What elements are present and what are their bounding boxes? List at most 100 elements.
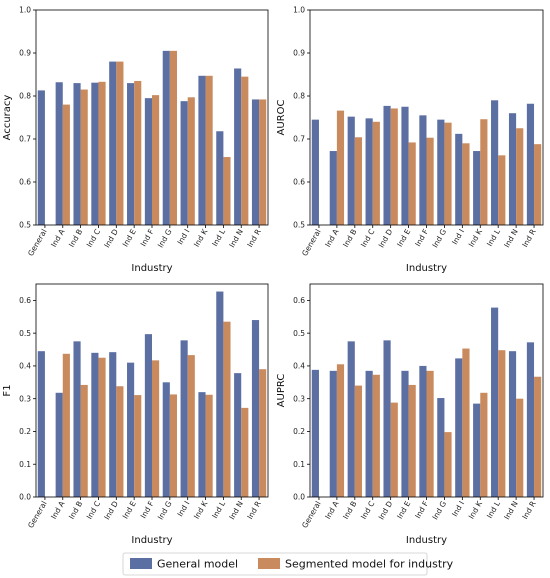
bar-f1-segmented-ind-n: [241, 407, 249, 497]
bar-auprc-general-general: [311, 369, 319, 497]
bar-auroc-segmented-ind-k: [480, 119, 488, 225]
bar-auroc-general-ind-f: [419, 115, 427, 225]
bar-f1-general-ind-r: [251, 320, 260, 497]
bar-auprc-general-ind-b: [347, 341, 355, 497]
x-axis-label-auprc: Industry: [406, 535, 447, 546]
bar-auroc-general-ind-l: [491, 100, 499, 225]
bar-accuracy-segmented-ind-b: [80, 89, 88, 225]
bar-accuracy-general-ind-g: [162, 50, 170, 225]
bar-accuracy-general-ind-a: [55, 82, 63, 226]
x-tick-label-auroc-ind-i: Ind I: [450, 228, 466, 247]
bar-auroc-segmented-ind-c: [372, 121, 380, 225]
bar-accuracy-segmented-ind-l: [223, 157, 231, 225]
bar-accuracy-general-ind-n: [234, 68, 242, 225]
bar-f1-general-ind-b: [73, 341, 81, 497]
y-tick-label-auroc-0-7: 0.7: [293, 135, 305, 144]
bar-auroc-segmented-ind-r: [534, 144, 542, 225]
bar-f1-general-ind-k: [198, 392, 206, 497]
legend-label-general: General model: [157, 558, 238, 571]
x-tick-label-accuracy-general: General: [26, 228, 49, 258]
y-tick-label-auprc-0-0: 0.0: [293, 493, 305, 502]
x-tick-label-auroc-ind-b: Ind B: [341, 228, 358, 249]
bar-f1-general-general: [37, 351, 45, 497]
bar-f1-segmented-ind-e: [134, 395, 142, 497]
bar-accuracy-general-ind-i: [180, 101, 188, 225]
bar-auprc-segmented-ind-n: [516, 398, 524, 497]
y-tick-label-auroc-0-5: 0.5: [293, 221, 305, 230]
y-axis-label-accuracy: Accuracy: [2, 95, 13, 141]
bar-auprc-segmented-ind-i: [462, 348, 470, 497]
bar-accuracy-segmented-ind-d: [116, 61, 124, 225]
y-tick-label-f1-0-2: 0.2: [19, 427, 31, 436]
y-tick-label-auprc-0-3: 0.3: [293, 394, 305, 403]
y-tick-label-f1-0-4: 0.4: [19, 362, 31, 371]
bar-auroc-segmented-ind-l: [498, 155, 506, 225]
bar-f1-segmented-ind-k: [205, 394, 213, 497]
legend-swatch-segmented: [258, 558, 280, 569]
x-tick-label-auroc-ind-d: Ind D: [377, 227, 395, 249]
bar-auprc-general-ind-a: [329, 370, 337, 497]
x-tick-label-auprc-ind-l: Ind L: [485, 499, 502, 520]
y-tick-label-f1-0-5: 0.5: [19, 329, 31, 338]
bar-auroc-general-ind-g: [437, 119, 445, 225]
bar-auprc-general-ind-e: [401, 370, 409, 497]
x-tick-label-accuracy-ind-a: Ind A: [49, 227, 67, 249]
legend-label-segmented: Segmented model for industry: [285, 558, 454, 571]
bar-auprc-segmented-ind-f: [426, 370, 434, 497]
bar-auprc-segmented-ind-d: [390, 402, 398, 497]
bar-f1-general-ind-e: [127, 362, 135, 497]
bar-auroc-segmented-ind-f: [426, 137, 434, 225]
bar-f1-segmented-ind-f: [152, 360, 160, 497]
bar-f1-general-ind-i: [180, 340, 188, 497]
bar-accuracy-general-ind-f: [144, 98, 152, 225]
x-tick-label-accuracy-ind-k: Ind K: [192, 227, 210, 249]
y-tick-label-auroc-1-0: 1.0: [293, 6, 305, 15]
x-tick-label-auprc-ind-f: Ind F: [413, 500, 430, 520]
y-tick-label-accuracy-0-9: 0.9: [19, 49, 31, 58]
y-tick-label-accuracy-0-7: 0.7: [19, 135, 31, 144]
x-tick-label-auroc-ind-e: Ind E: [395, 227, 412, 248]
y-tick-label-accuracy-1-0: 1.0: [19, 6, 31, 15]
x-tick-label-auprc-ind-r: Ind R: [520, 500, 537, 521]
bar-auprc-general-ind-r: [526, 342, 535, 497]
x-tick-label-auroc-ind-k: Ind K: [467, 227, 485, 249]
legend-swatch-general: [130, 558, 152, 569]
x-tick-label-accuracy-ind-i: Ind I: [175, 228, 191, 247]
y-tick-label-auprc-0-2: 0.2: [293, 427, 305, 436]
x-tick-label-accuracy-ind-b: Ind B: [67, 228, 84, 249]
bar-auprc-segmented-ind-a: [336, 364, 345, 497]
y-tick-label-f1-0-1: 0.1: [19, 460, 31, 469]
bar-auroc-segmented-ind-e: [408, 142, 416, 225]
x-tick-label-accuracy-ind-r: Ind R: [245, 228, 262, 249]
bar-auprc-general-ind-n: [508, 351, 517, 497]
y-tick-label-auroc-0-8: 0.8: [293, 92, 305, 101]
bar-accuracy-segmented-ind-i: [187, 97, 195, 225]
bar-auroc-general-ind-k: [473, 151, 481, 225]
x-axis-label-accuracy: Industry: [131, 263, 172, 274]
bar-auroc-segmented-ind-i: [462, 143, 470, 225]
bar-f1-general-ind-l: [216, 291, 224, 497]
x-tick-label-auroc-ind-r: Ind R: [520, 228, 537, 249]
x-tick-label-f1-ind-r: Ind R: [245, 500, 262, 521]
bar-auprc-segmented-ind-c: [372, 374, 380, 497]
bar-auroc-general-ind-r: [526, 103, 535, 225]
x-tick-label-auroc-ind-f: Ind F: [413, 228, 430, 248]
bar-f1-general-ind-f: [144, 334, 152, 497]
bar-auroc-general-ind-b: [347, 116, 355, 225]
x-tick-label-f1-ind-n: Ind N: [227, 500, 245, 522]
bar-auprc-segmented-ind-b: [354, 385, 362, 497]
bar-accuracy-segmented-ind-a: [62, 104, 70, 225]
x-tick-label-f1-ind-g: Ind G: [156, 499, 174, 521]
y-tick-label-accuracy-0-5: 0.5: [19, 221, 31, 230]
bar-accuracy-general-ind-b: [73, 83, 81, 225]
bar-accuracy-general-ind-l: [216, 131, 224, 225]
x-tick-label-auprc-ind-k: Ind K: [467, 499, 485, 521]
bar-f1-general-ind-n: [234, 373, 242, 497]
bar-accuracy-segmented-ind-k: [205, 75, 213, 225]
x-tick-label-auprc-general: General: [300, 500, 323, 530]
bar-auprc-general-ind-f: [419, 365, 427, 497]
x-tick-label-auroc-ind-g: Ind G: [430, 227, 448, 249]
bar-auroc-segmented-ind-g: [444, 122, 452, 225]
